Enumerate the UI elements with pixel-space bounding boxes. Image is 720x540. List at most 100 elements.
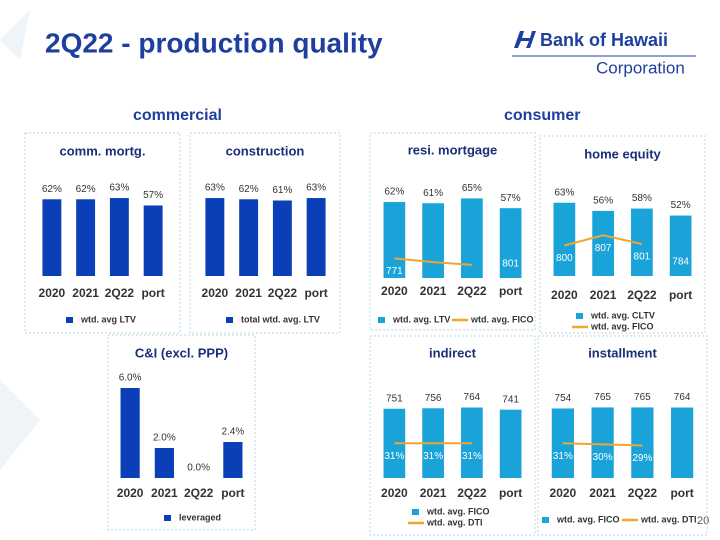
x-tick-label: 2Q22 <box>105 286 135 300</box>
legend-swatch <box>66 317 73 323</box>
bar <box>592 210 614 276</box>
x-tick-label: port <box>221 486 244 500</box>
value-label: 63% <box>554 187 574 198</box>
chart-title: construction <box>226 143 305 158</box>
value-label: 0.0% <box>187 463 210 474</box>
x-tick-label: port <box>670 486 693 500</box>
value-label: 30% <box>593 452 613 463</box>
bar <box>154 448 174 478</box>
x-tick-label: port <box>304 286 327 300</box>
value-label: 62% <box>384 187 404 198</box>
value-label: 764 <box>674 392 691 403</box>
x-tick-label: 2Q22 <box>457 284 487 298</box>
x-tick-label: port <box>499 486 522 500</box>
decoration <box>0 380 40 470</box>
legend-label: wtd. avg. DTI <box>640 514 697 524</box>
slide-title: 2Q22 - production quality <box>45 27 383 58</box>
x-tick-label: 2020 <box>381 284 408 298</box>
bar <box>76 199 96 276</box>
value-label: 61% <box>423 188 443 199</box>
legend-label: wtd. avg. FICO <box>590 321 654 331</box>
value-label: 800 <box>556 253 573 264</box>
bar <box>422 203 444 278</box>
x-tick-label: 2021 <box>72 286 99 300</box>
x-tick-label: 2021 <box>590 288 617 302</box>
value-label: 807 <box>595 243 612 254</box>
chart-panel <box>369 132 536 331</box>
value-label: 57% <box>143 190 163 201</box>
legend-swatch <box>576 313 583 319</box>
x-tick-label: 2021 <box>420 486 447 500</box>
chart-panel <box>537 335 708 536</box>
legend-label: wtd. avg LTV <box>80 314 136 324</box>
value-label: 801 <box>502 259 519 270</box>
x-tick-label: 2020 <box>202 286 229 300</box>
line <box>564 234 643 247</box>
bar <box>205 198 225 276</box>
value-label: 784 <box>672 257 689 268</box>
value-label: 63% <box>205 183 225 194</box>
section-label: commercial <box>133 107 222 124</box>
x-tick-label: 2Q22 <box>627 288 657 302</box>
bar <box>306 198 326 276</box>
legend-swatch <box>542 517 549 523</box>
x-tick-label: 2Q22 <box>184 486 214 500</box>
legend-swatch <box>412 509 419 515</box>
x-tick-label: port <box>141 286 164 300</box>
value-label: 741 <box>502 394 519 405</box>
decoration <box>0 10 30 60</box>
x-tick-label: 2Q22 <box>457 486 487 500</box>
legend-swatch <box>378 317 385 323</box>
legend-swatch <box>164 515 171 521</box>
logo-mark <box>514 31 536 48</box>
x-tick-label: 2020 <box>551 288 578 302</box>
bar <box>499 208 522 278</box>
logo-sub: Corporation <box>596 58 685 77</box>
x-tick-label: port <box>669 288 692 302</box>
legend-label: wtd. avg. FICO <box>556 514 620 524</box>
value-label: 63% <box>306 183 326 194</box>
value-label: 765 <box>594 392 611 403</box>
value-label: 764 <box>464 392 481 403</box>
chart-title: comm. mortg. <box>60 143 146 158</box>
value-label: 31% <box>384 451 404 462</box>
legend-label: wtd. avg. FICO <box>426 506 490 516</box>
value-label: 62% <box>76 184 96 195</box>
chart-title: indirect <box>429 345 477 360</box>
bar <box>120 388 140 478</box>
chart-panel <box>189 132 341 334</box>
value-label: 765 <box>634 392 651 403</box>
line <box>394 257 472 266</box>
bar <box>591 407 614 478</box>
chart-panel <box>107 334 256 531</box>
value-label: 751 <box>386 393 403 404</box>
bar <box>223 442 243 478</box>
x-tick-label: 2Q22 <box>628 486 658 500</box>
chart-panel <box>369 335 536 536</box>
section-label: consumer <box>504 107 580 124</box>
value-label: 31% <box>423 451 443 462</box>
x-tick-label: 2020 <box>117 486 144 500</box>
bar <box>239 199 259 276</box>
bar <box>461 198 483 278</box>
bar <box>670 407 694 478</box>
value-label: 56% <box>593 196 613 207</box>
x-tick-label: 2021 <box>589 486 616 500</box>
legend-label: total wtd. avg. LTV <box>241 314 320 324</box>
bar <box>109 198 129 276</box>
value-label: 31% <box>462 451 482 462</box>
legend-label: wtd. avg. LTV <box>392 314 450 324</box>
value-label: 756 <box>425 393 442 404</box>
chart-panel <box>24 132 181 334</box>
legend-swatch <box>226 317 233 323</box>
value-label: 62% <box>42 184 62 195</box>
bar <box>631 208 653 276</box>
legend-label: wtd. avg. DTI <box>426 517 483 527</box>
bar <box>143 205 163 276</box>
value-label: 6.0% <box>119 373 142 384</box>
bar <box>499 409 522 478</box>
value-label: 58% <box>632 193 652 204</box>
value-label: 2.4% <box>221 427 244 438</box>
value-label: 2.0% <box>153 433 176 444</box>
